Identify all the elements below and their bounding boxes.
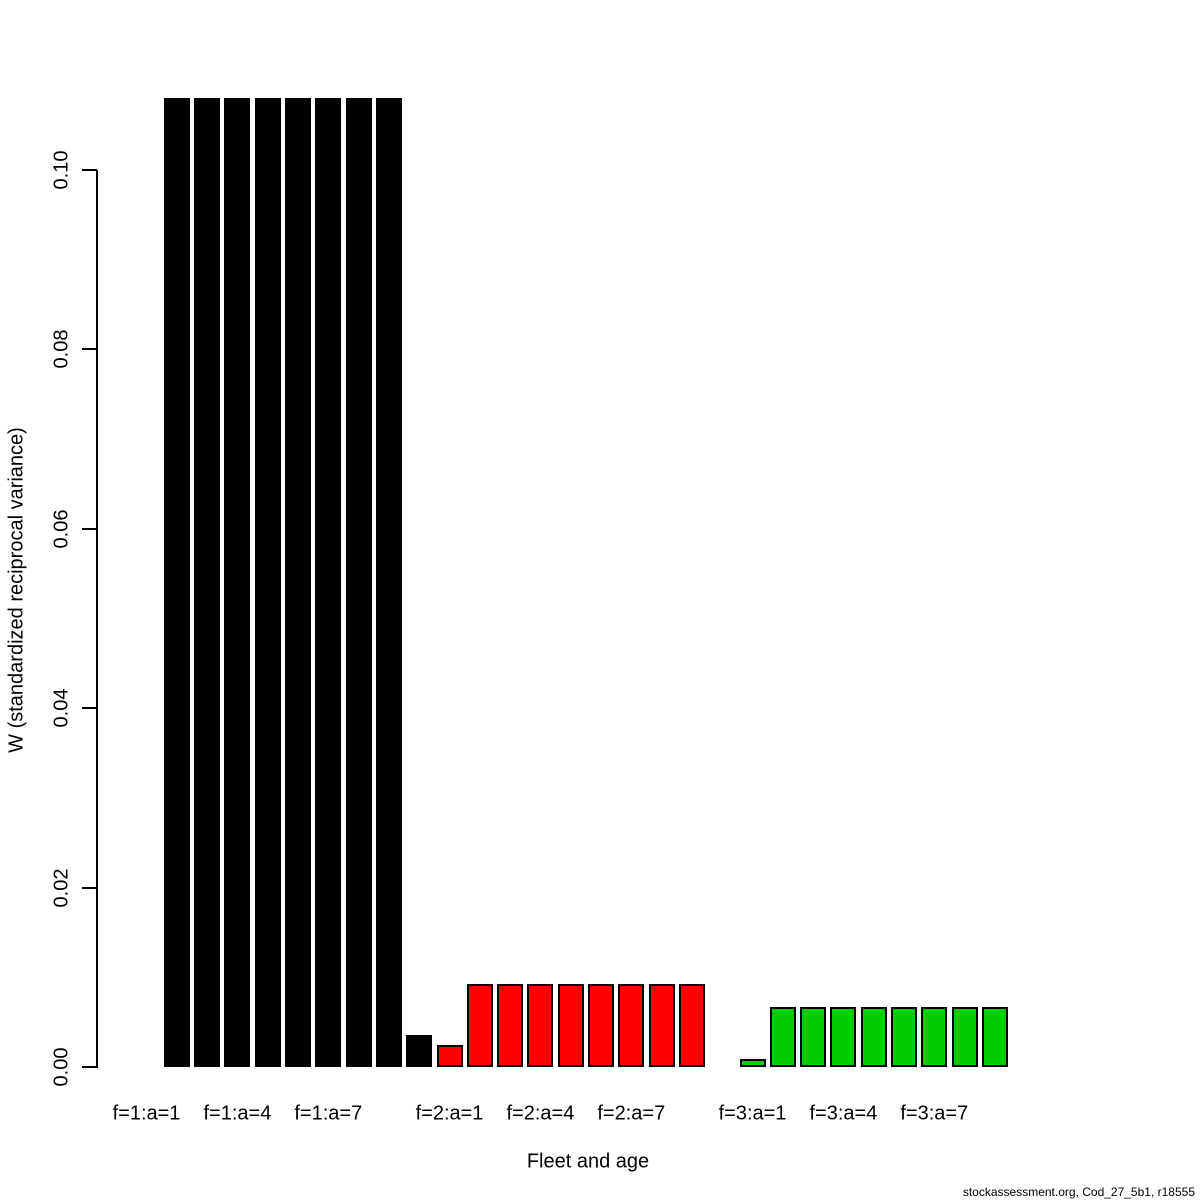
bar-f2-a9 [678,983,705,1067]
bar-f3-a9 [981,1006,1008,1067]
bar-f1-a8 [345,97,372,1067]
y-axis-tick [82,886,97,889]
bar-f2-a5 [557,983,584,1067]
bar-f1-a2 [163,97,190,1067]
bar-f3-a4 [830,1006,857,1067]
bar-f3-a1 [739,1058,766,1067]
x-tick-label: f=2:a=1 [415,1102,484,1125]
x-tick-label: f=2:a=4 [506,1102,575,1125]
x-tick-label: f=3:a=1 [718,1102,787,1125]
x-tick-label: f=2:a=7 [597,1102,666,1125]
bar-f1-a4 [224,97,251,1067]
bar-f2-a6 [588,983,614,1067]
y-tick-label: 0.06 [50,509,73,548]
bar-f2-a2 [466,983,493,1067]
footer-attribution: stockassessment.org, Cod_27_5b1, r18555 [962,1185,1195,1199]
y-axis-tick [82,527,97,530]
bar-f1-a6 [285,97,311,1067]
bar-f2-a4 [527,983,554,1067]
bar-f3-a6 [891,1006,917,1067]
y-axis-title: W (standardized reciprocal variance) [5,427,28,753]
bar-f1-a10 [406,1034,433,1067]
bar-f3-a8 [951,1006,978,1067]
x-tick-label: f=1:a=7 [294,1102,363,1125]
y-axis-tick [82,168,97,171]
x-tick-label: f=3:a=7 [900,1102,969,1125]
bar-f2-a3 [497,983,524,1067]
y-tick-label: 0.04 [50,688,73,728]
x-tick-label: f=1:a=4 [203,1102,272,1125]
bar-f3-a3 [800,1006,827,1067]
bar-f3-a5 [860,1006,887,1067]
y-axis-tick [82,707,97,709]
bar-f2-a7 [618,983,645,1067]
x-tick-label: f=3:a=4 [809,1102,878,1125]
y-axis-line [96,169,98,1068]
bar-f3-a7 [921,1006,948,1067]
bar-f1-a9 [375,97,402,1067]
y-axis-tick [82,348,97,350]
bar-f1-a3 [194,97,221,1067]
bar-f3-a2 [769,1006,796,1067]
y-tick-label: 0.08 [50,329,73,369]
y-axis-tick [82,1066,97,1068]
bar-f2-a1 [436,1044,463,1067]
bar-f1-a5 [254,97,281,1067]
y-tick-label: 0.10 [50,150,73,189]
y-tick-label: 0.02 [50,868,73,907]
y-tick-label: 0.00 [50,1047,73,1087]
bar-f2-a8 [648,983,675,1067]
bar-f1-a7 [315,97,342,1067]
x-tick-label: f=1:a=1 [112,1102,181,1125]
x-axis-title: Fleet and age [526,1150,650,1173]
